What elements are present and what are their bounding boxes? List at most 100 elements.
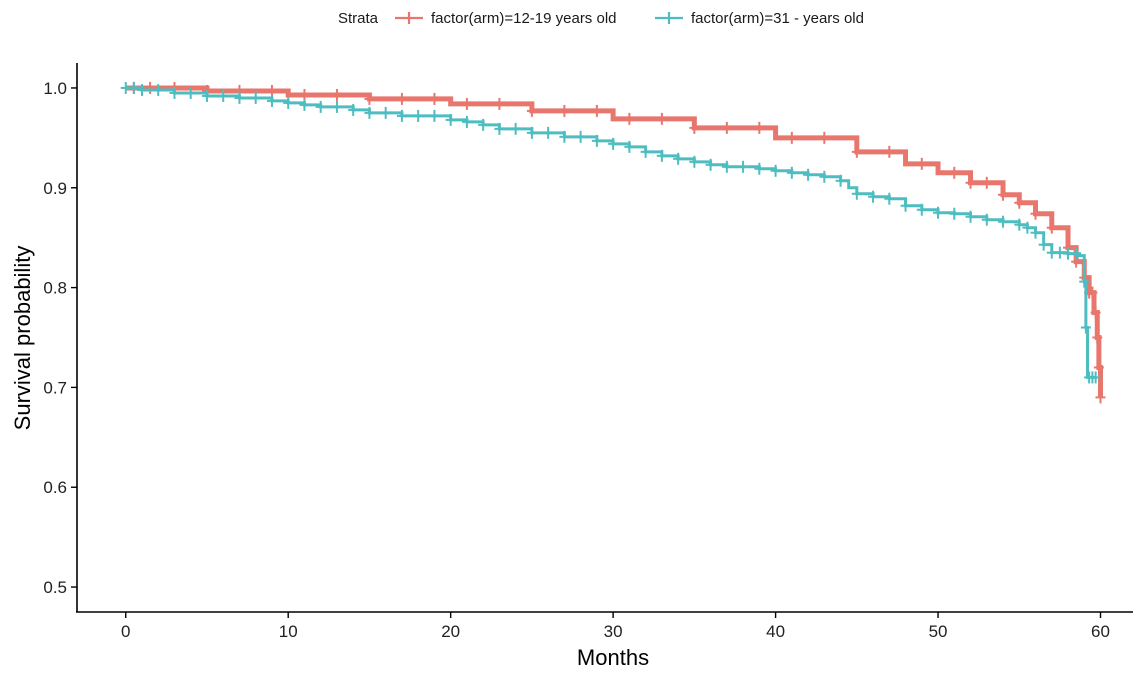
censor-mark bbox=[656, 112, 667, 125]
censor-mark bbox=[933, 206, 944, 219]
censor-mark bbox=[331, 100, 342, 113]
censor-mark bbox=[884, 145, 895, 158]
censor-mark bbox=[364, 92, 375, 105]
censor-mark bbox=[1090, 306, 1101, 319]
censor-mark bbox=[819, 170, 830, 183]
censor-mark bbox=[803, 168, 814, 181]
censor-mark bbox=[461, 97, 472, 110]
censor-mark bbox=[396, 92, 407, 105]
y-tick-label: 0.7 bbox=[43, 378, 67, 397]
x-tick-label: 50 bbox=[929, 622, 948, 641]
y-axis: 0.5 0.6 0.7 0.8 0.9 1.0 bbox=[43, 79, 77, 597]
censor-mark bbox=[916, 157, 927, 170]
censor-mark bbox=[429, 109, 440, 122]
x-tick-label: 10 bbox=[279, 622, 298, 641]
y-axis-title: Survival probability bbox=[10, 246, 35, 431]
censor-mark bbox=[786, 131, 797, 144]
censor-mark bbox=[1080, 321, 1091, 334]
censor-mark bbox=[624, 112, 635, 125]
censor-mark bbox=[461, 115, 472, 128]
y-tick-label: 0.5 bbox=[43, 578, 67, 597]
censor-mark bbox=[851, 187, 862, 200]
censor-mark bbox=[136, 83, 147, 96]
censor-mark bbox=[1014, 196, 1025, 209]
censor-mark bbox=[949, 207, 960, 220]
x-tick-label: 30 bbox=[604, 622, 623, 641]
censor-mark bbox=[266, 94, 277, 107]
censor-mark bbox=[916, 203, 927, 216]
censor-mark bbox=[559, 104, 570, 117]
censor-mark bbox=[429, 92, 440, 105]
series-layer bbox=[120, 81, 1106, 404]
censor-mark bbox=[380, 106, 391, 119]
censor-mark bbox=[559, 130, 570, 143]
censor-mark bbox=[640, 145, 651, 158]
censor-mark bbox=[1095, 391, 1106, 404]
censor-mark bbox=[413, 109, 424, 122]
censor-mark bbox=[998, 188, 1009, 201]
censor-mark bbox=[526, 126, 537, 139]
censor-mark bbox=[656, 149, 667, 162]
censor-mark bbox=[689, 155, 700, 168]
censor-mark bbox=[331, 88, 342, 101]
censor-mark bbox=[608, 137, 619, 150]
censor-mark bbox=[218, 89, 229, 102]
y-tick-label: 0.9 bbox=[43, 179, 67, 198]
censor-mark bbox=[575, 130, 586, 143]
censor-mark bbox=[1087, 286, 1098, 299]
censor-mark bbox=[721, 160, 732, 173]
censor-mark bbox=[364, 106, 375, 119]
censor-mark bbox=[299, 98, 310, 111]
censor-mark bbox=[738, 160, 749, 173]
censor-mark bbox=[1030, 226, 1041, 239]
censor-mark bbox=[145, 81, 156, 94]
censor-mark bbox=[185, 86, 196, 99]
censor-mark bbox=[965, 210, 976, 223]
censor-mark bbox=[1092, 331, 1103, 344]
censor-mark bbox=[998, 215, 1009, 228]
censor-mark bbox=[494, 122, 505, 135]
series-2 bbox=[120, 81, 1101, 384]
censor-mark bbox=[1090, 371, 1101, 384]
censor-mark bbox=[868, 190, 879, 203]
censor-mark bbox=[348, 103, 359, 116]
censor-mark bbox=[965, 176, 976, 189]
censor-mark bbox=[283, 96, 294, 109]
censor-mark bbox=[1014, 218, 1025, 231]
censor-mark bbox=[835, 174, 846, 187]
censor-mark bbox=[1071, 247, 1082, 260]
censor-mark bbox=[1030, 207, 1041, 220]
censor-mark bbox=[981, 176, 992, 189]
y-tick-label: 0.8 bbox=[43, 279, 67, 298]
series-1 bbox=[125, 81, 1106, 404]
censor-mark bbox=[851, 145, 862, 158]
censor-mark bbox=[689, 121, 700, 134]
legend: Strata factor(arm)=12-19 years old facto… bbox=[338, 10, 864, 27]
plot-area bbox=[120, 81, 1106, 404]
survival-line-series-2 bbox=[125, 86, 1096, 379]
censor-mark bbox=[884, 192, 895, 205]
censor-mark bbox=[169, 86, 180, 99]
censor-mark bbox=[754, 121, 765, 134]
censor-mark bbox=[526, 104, 537, 117]
censor-mark bbox=[201, 89, 212, 102]
censor-mark bbox=[1038, 238, 1049, 251]
legend-label-series-1: factor(arm)=12-19 years old bbox=[431, 10, 617, 27]
censor-mark bbox=[770, 164, 781, 177]
censor-mark bbox=[673, 152, 684, 165]
censor-mark bbox=[153, 83, 164, 96]
censor-mark bbox=[1093, 361, 1104, 374]
censor-mark bbox=[900, 199, 911, 212]
censor-mark bbox=[445, 113, 456, 126]
censor-mark bbox=[1046, 221, 1057, 234]
censor-mark bbox=[1079, 275, 1090, 288]
censor-mark bbox=[478, 118, 489, 131]
censor-mark bbox=[510, 122, 521, 135]
x-axis-title: Months bbox=[577, 645, 649, 670]
x-tick-label: 20 bbox=[441, 622, 460, 641]
censor-mark bbox=[754, 162, 765, 175]
censor-mark bbox=[981, 213, 992, 226]
censor-mark bbox=[591, 134, 602, 147]
censor-mark bbox=[128, 81, 139, 94]
